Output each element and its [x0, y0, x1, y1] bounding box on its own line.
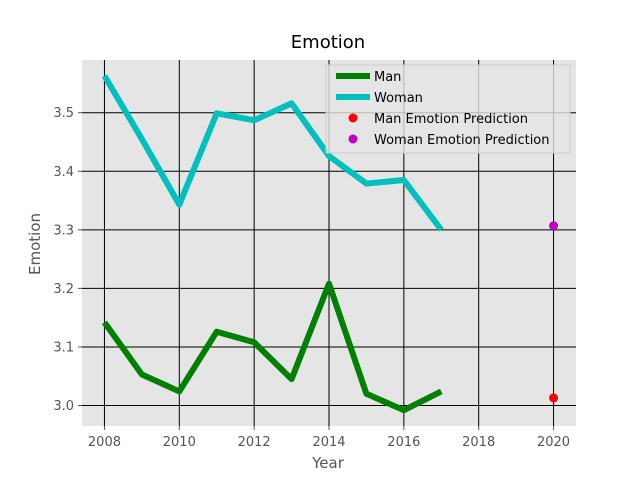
- x-tick-label: 2014: [312, 435, 345, 450]
- legend-label: Man: [374, 70, 401, 85]
- series-line-man: [102, 280, 443, 414]
- x-tick-label: 2016: [387, 435, 420, 450]
- legend: Man Woman Man Emotion Prediction Woman Emot…: [325, 64, 571, 154]
- chart-title: Emotion: [291, 32, 365, 53]
- series-layer: [101, 74, 559, 414]
- x-axis: 2008 2010 2012 2014 2016 2018 2020: [88, 426, 570, 450]
- y-tick-label: 3.2: [53, 282, 74, 297]
- x-tick-label: 2020: [537, 435, 570, 450]
- legend-label: Woman Emotion Prediction: [374, 133, 550, 148]
- x-tick-label: 2008: [88, 435, 121, 450]
- legend-swatch-marker: [348, 134, 358, 144]
- x-tick-label: 2012: [238, 435, 271, 450]
- y-axis-label: Emotion: [26, 213, 44, 275]
- y-tick-label: 3.5: [53, 106, 74, 121]
- y-tick-label: 3.3: [53, 223, 74, 238]
- y-axis: 3.0 3.1 3.2 3.3 3.4 3.5: [53, 106, 82, 414]
- legend-swatch-marker: [348, 113, 358, 123]
- x-tick-label: 2010: [163, 435, 196, 450]
- y-tick-label: 3.0: [53, 399, 74, 414]
- series-line-woman: [101, 74, 444, 232]
- x-tick-label: 2018: [462, 435, 495, 450]
- legend-label: Woman: [374, 91, 423, 106]
- legend-box: [325, 64, 571, 154]
- x-axis-label: Year: [311, 454, 345, 472]
- data-point-man-emotion-prediction: [549, 393, 559, 403]
- y-tick-label: 3.1: [53, 340, 74, 355]
- legend-label: Man Emotion Prediction: [374, 112, 528, 127]
- y-tick-label: 3.4: [53, 165, 74, 180]
- data-point-woman-emotion-prediction: [549, 221, 559, 231]
